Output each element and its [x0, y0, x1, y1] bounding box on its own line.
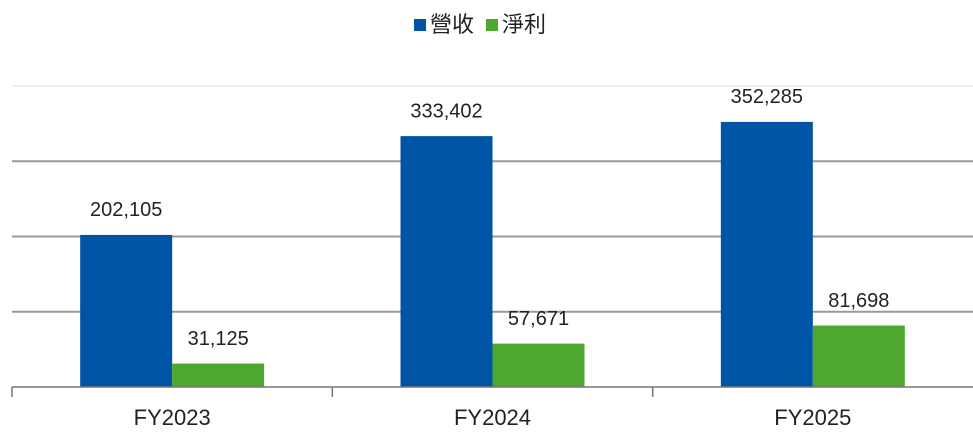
x-tick-label: FY2025 [774, 405, 851, 430]
bar [720, 121, 813, 387]
legend-label: 營收 [430, 12, 474, 37]
data-label: 31,125 [188, 328, 249, 350]
bar [80, 234, 173, 387]
bar [812, 325, 905, 387]
data-label: 352,285 [731, 86, 803, 108]
data-label: 202,105 [90, 199, 162, 221]
data-label: 333,402 [410, 100, 482, 122]
legend-label: 淨利 [502, 12, 546, 37]
bar [400, 136, 493, 387]
data-label: 81,698 [828, 290, 889, 312]
legend-swatch [486, 19, 499, 31]
x-tick-label: FY2024 [454, 405, 531, 430]
bar [172, 363, 265, 387]
data-label: 57,671 [508, 308, 569, 330]
legend-swatch [414, 19, 426, 31]
x-tick-label: FY2023 [134, 405, 211, 430]
bar [492, 343, 585, 387]
